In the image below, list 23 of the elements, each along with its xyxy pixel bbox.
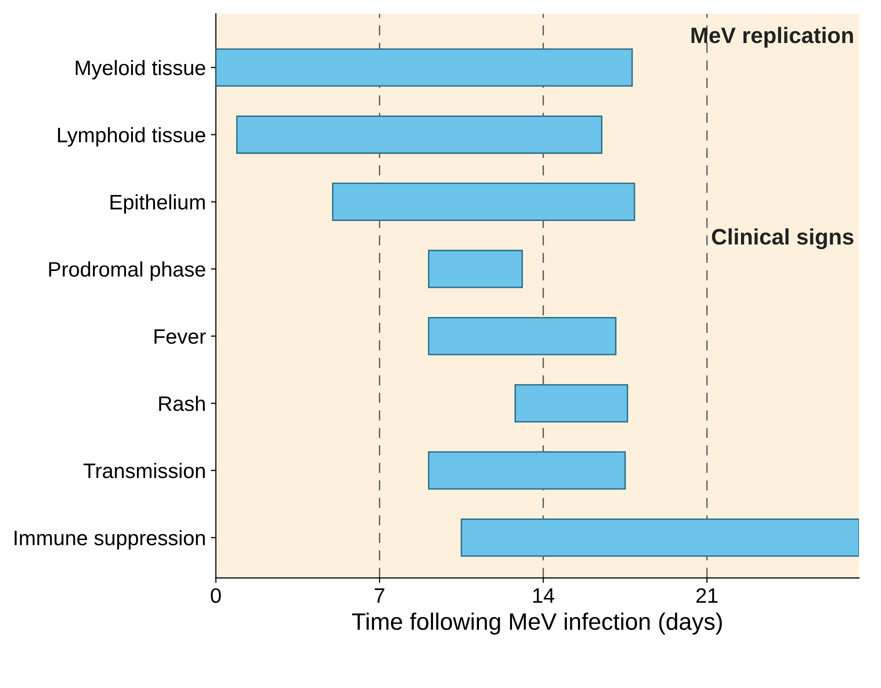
bar: [216, 48, 633, 87]
y-tick-label: Myeloid tissue: [76, 60, 206, 80]
bar: [236, 115, 602, 154]
annotation: Clinical signs: [712, 228, 854, 250]
x-tick-label: 14: [533, 588, 554, 603]
bar: [332, 182, 636, 221]
bar: [428, 316, 616, 356]
bar: [460, 518, 859, 557]
bar: [428, 250, 523, 288]
bar: [428, 451, 626, 490]
x-axis-title: Time following MeV infection (days): [352, 612, 722, 635]
x-tick-label: 0: [210, 588, 221, 603]
y-tick-label: Prodromal phase: [49, 261, 206, 281]
y-tick-label: Immune suppression: [14, 530, 205, 550]
x-tick-label: 21: [696, 588, 718, 603]
x-tick-label: 7: [374, 588, 384, 603]
annotation: MeV replication: [692, 26, 853, 48]
y-tick-label: Rash: [159, 396, 205, 412]
bar: [514, 384, 628, 422]
y-tick-label: Fever: [154, 329, 206, 344]
y-tick-label: Transmission: [84, 462, 205, 478]
y-tick-label: Lymphoid tissue: [58, 127, 206, 147]
y-tick-label: Epithelium: [110, 194, 205, 214]
